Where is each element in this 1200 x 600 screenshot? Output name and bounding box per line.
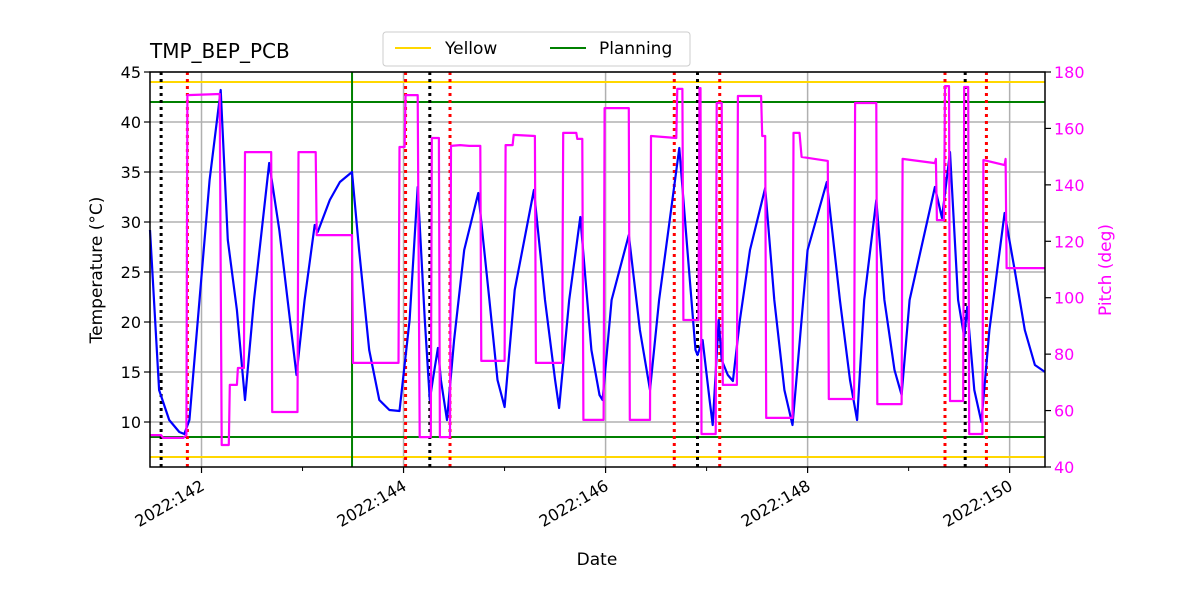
y2-axis-label: Pitch (deg) (1096, 224, 1116, 316)
y-tick-label: 35 (121, 163, 141, 182)
series-line-pitch (150, 84, 1045, 447)
y2-tick-label: 60 (1054, 402, 1074, 421)
y2-tick-label: 80 (1054, 345, 1074, 364)
axes-frame (149, 71, 1046, 468)
y-tick-label: 40 (121, 113, 141, 132)
x-axis-label: Date (577, 550, 618, 570)
y-tick-label: 15 (121, 363, 141, 382)
x-tick-label: 2022:148 (738, 476, 814, 531)
y2-tick-label: 160 (1054, 119, 1085, 138)
x-tick-label: 2022:150 (940, 476, 1016, 531)
y2-tick-label: 100 (1054, 289, 1085, 308)
y-tick-label: 45 (121, 63, 141, 82)
legend: Yellow Planning (382, 31, 691, 67)
y2-tick-label: 40 (1054, 458, 1074, 477)
y-tick-label: 10 (121, 413, 141, 432)
x-tick-label: 2022:146 (536, 476, 612, 531)
y2-tick-label: 120 (1054, 232, 1085, 251)
y-tick-label: 30 (121, 213, 141, 232)
series-line-temperature (148, 88, 1046, 436)
ticks: 2022:142 2022:144 2022:146 2022:148 2022:150… (121, 63, 1085, 531)
y2-tick-label: 140 (1054, 176, 1085, 195)
y-tick-label: 20 (121, 313, 141, 332)
y-tick-label: 25 (121, 263, 141, 282)
series-layer (148, 84, 1046, 447)
x-tick-label: 2022:142 (132, 476, 208, 531)
legend-box (382, 31, 691, 67)
chart-title: TMP_BEP_PCB (149, 39, 290, 63)
y-axis-label: Temperature (°C) (87, 197, 107, 345)
legend-label-planning: Planning (599, 39, 672, 59)
y2-tick-label: 180 (1054, 63, 1085, 82)
x-tick-label: 2022:144 (334, 476, 410, 531)
legend-label-yellow: Yellow (444, 39, 497, 59)
